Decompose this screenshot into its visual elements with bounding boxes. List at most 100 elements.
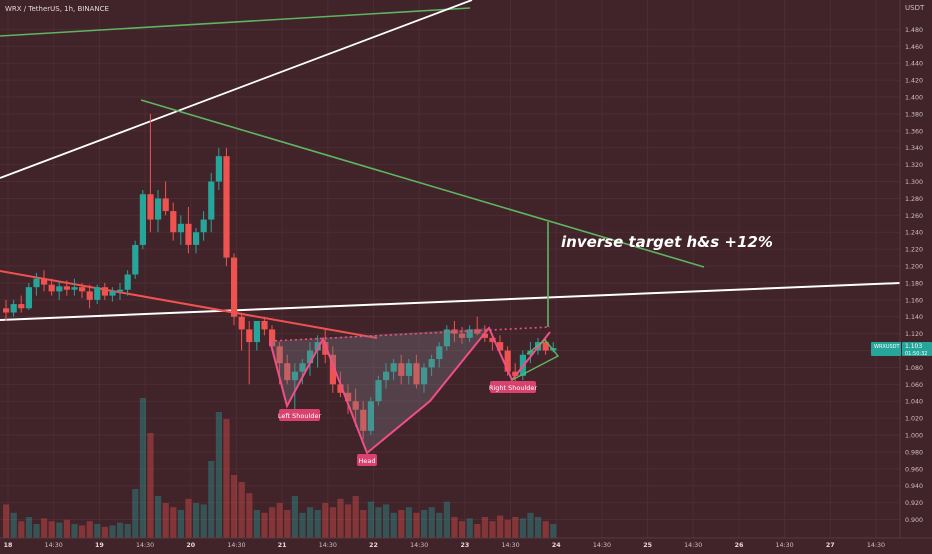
price-tick-label: 1.140 [905, 314, 923, 321]
candle-body [253, 320, 260, 343]
volume-bar [390, 512, 397, 538]
volume-bar [466, 518, 473, 538]
volume-bar [291, 496, 298, 538]
time-tick-label: 14:30 [776, 542, 794, 549]
candle-body [170, 211, 177, 233]
volume-bar [253, 510, 260, 538]
volume-bar [10, 512, 17, 538]
head-and-shoulders-pattern[interactable] [269, 326, 551, 455]
candle-body [345, 392, 352, 402]
target-annotation[interactable]: inverse target h&s +12% [561, 233, 773, 251]
candle-body [238, 316, 245, 330]
volume-bar [124, 524, 131, 538]
price-tick-label: 0.900 [905, 517, 923, 524]
pattern-overlays[interactable] [269, 222, 560, 455]
price-tick-label: 1.180 [905, 280, 923, 287]
trendline-white-rising[interactable] [0, 0, 473, 179]
time-tick-label: 14:30 [593, 542, 611, 549]
candle-body [367, 401, 374, 431]
candle-body [421, 367, 428, 385]
volume-bar [299, 512, 306, 538]
neckline-dotted[interactable] [269, 326, 551, 342]
candle-body [291, 371, 298, 381]
volume-bar [261, 512, 268, 538]
candle-body [284, 363, 291, 381]
volume-bar [367, 501, 374, 538]
price-axis[interactable]: 1.480 1.460 1.440 1.420 1.400 1.380 1.360 1.340… [905, 27, 923, 524]
pattern-fill [270, 328, 489, 453]
volume-bar [101, 526, 108, 538]
right-shoulder-label[interactable]: Right Shoulder [489, 381, 537, 393]
price-tick-label: 0.920 [905, 500, 923, 507]
candle-body [307, 350, 314, 364]
candle-body [155, 198, 162, 220]
candle-body [33, 278, 40, 288]
candle-body [405, 363, 412, 376]
candle-body [322, 342, 329, 355]
projection-lines[interactable] [511, 339, 560, 381]
candlesticks [3, 113, 557, 440]
symbol-title: WRX / TetherUS, 1h, BINANCE [5, 5, 109, 13]
candle-body [101, 287, 108, 296]
head-label[interactable]: Head [357, 454, 377, 466]
time-tick-label: 27 [826, 542, 835, 549]
head-text: Head [359, 457, 376, 465]
candle-body [466, 329, 473, 338]
time-axis[interactable]: 18 14:30 19 14:30 20 14:30 21 14:30 22 14:30 23 14:… [4, 542, 885, 549]
trendline-top-green[interactable] [0, 7, 471, 37]
time-tick-label: 24 [552, 542, 561, 549]
left-shoulder-text: Left Shoulder [278, 412, 322, 420]
volume-bar [398, 510, 405, 538]
price-tick-label: 1.080 [905, 365, 923, 372]
candle-body [352, 401, 359, 410]
volume-bar [33, 524, 40, 538]
candle-body [375, 380, 382, 402]
candle-body [383, 371, 390, 381]
candle-body [193, 232, 200, 245]
candle-body [41, 278, 48, 285]
volume-bar [25, 517, 32, 538]
volume-bar [497, 515, 504, 538]
candle-body [25, 287, 32, 309]
candle-body [185, 223, 192, 245]
trendline-white-support[interactable] [0, 282, 901, 321]
candle-body [117, 289, 124, 292]
price-tick-label: 1.160 [905, 297, 923, 304]
price-tick-label: 1.220 [905, 247, 923, 254]
price-tick-label: 1.360 [905, 128, 923, 135]
trendline-green-descending[interactable] [140, 99, 705, 268]
time-tick-label: 14:30 [867, 542, 885, 549]
volume-bar [527, 512, 534, 538]
volume-bar [375, 507, 382, 538]
candle-body [390, 363, 397, 372]
candle-body [276, 346, 283, 364]
volume-bar [519, 518, 526, 538]
candle-body [177, 223, 184, 233]
volume-bar [193, 503, 200, 538]
left-shoulder-label[interactable]: Left Shoulder [278, 409, 322, 421]
volume-bars [3, 398, 557, 538]
volume-bar [542, 521, 549, 538]
price-tick-label: 1.440 [905, 61, 923, 68]
candle-body [489, 337, 496, 343]
price-tick-label: 1.200 [905, 264, 923, 271]
price-tick-label: 1.020 [905, 416, 923, 423]
candle-body [208, 181, 215, 220]
candle-body [329, 354, 336, 385]
volume-bar [481, 517, 488, 538]
user-drawings[interactable] [0, 0, 901, 339]
candle-body [139, 194, 146, 245]
candle-body [504, 350, 511, 372]
candle-body [451, 329, 458, 334]
price-tick-label: 1.060 [905, 382, 923, 389]
price-tick-label: 1.420 [905, 78, 923, 85]
volume-bar [132, 489, 139, 538]
price-tick-label: 1.300 [905, 179, 923, 186]
volume-bar [276, 503, 283, 538]
volume-bar [269, 507, 276, 538]
trendline-red[interactable] [0, 270, 378, 339]
candle-body [86, 291, 93, 300]
time-tick-label: 14:30 [501, 542, 519, 549]
